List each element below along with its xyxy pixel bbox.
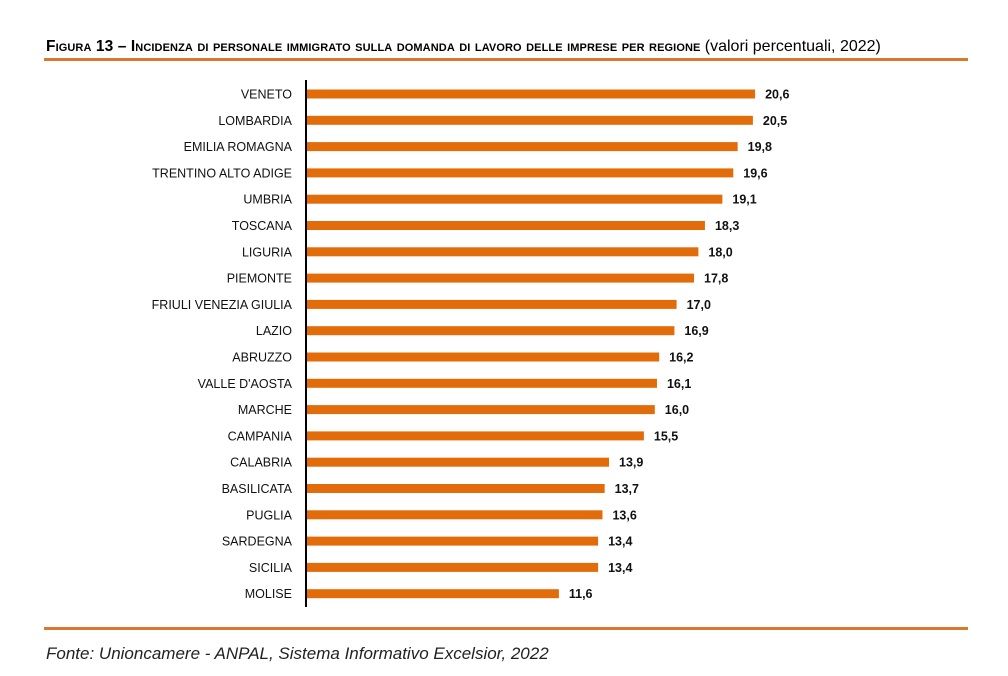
value-label: 17,8 xyxy=(704,272,728,286)
category-label: LOMBARDIA xyxy=(218,114,292,128)
value-label: 19,8 xyxy=(748,140,772,154)
category-label: TOSCANA xyxy=(232,219,293,233)
value-label: 16,9 xyxy=(684,324,708,338)
value-label: 19,1 xyxy=(732,193,756,207)
figure-title-main: Figura 13 – Incidenza di personale immig… xyxy=(46,38,701,55)
category-label: SICILIA xyxy=(249,561,293,575)
bar-basilicata xyxy=(306,484,605,493)
bar-sardegna xyxy=(306,536,599,546)
bar-piemonte xyxy=(306,273,695,283)
figure-title: Figura 13 – Incidenza di personale immig… xyxy=(46,38,881,56)
value-label: 17,0 xyxy=(687,298,711,312)
bar-campania xyxy=(306,431,644,441)
bar-marche xyxy=(306,405,655,415)
value-label: 13,4 xyxy=(608,535,632,549)
bar-emilia-romagna xyxy=(306,142,738,152)
bar-valle-d-aosta xyxy=(306,378,657,388)
figure-title-sub: (valori percentuali, 2022) xyxy=(704,38,881,55)
category-label: UMBRIA xyxy=(243,193,292,207)
category-label: FRIULI VENEZIA GIULIA xyxy=(152,298,293,312)
bar-calabria xyxy=(306,457,610,467)
category-label: TRENTINO ALTO ADIGE xyxy=(152,166,292,180)
value-label: 13,6 xyxy=(612,508,636,522)
value-label: 19,6 xyxy=(743,166,767,180)
value-label: 13,4 xyxy=(608,561,632,575)
value-label: 13,7 xyxy=(615,482,639,496)
bar-abruzzo xyxy=(306,352,660,362)
category-label: VALLE D'AOSTA xyxy=(198,377,293,391)
bar-trentino-alto-adige xyxy=(306,168,734,178)
category-label: CAMPANIA xyxy=(228,429,293,443)
bar-toscana xyxy=(306,221,705,230)
value-label: 11,6 xyxy=(569,587,593,601)
category-label: LAZIO xyxy=(256,324,292,338)
value-label: 16,2 xyxy=(669,351,693,365)
bar-lombardia xyxy=(306,115,753,125)
value-label: 16,0 xyxy=(665,403,689,417)
source-note: Fonte: Unioncamere - ANPAL, Sistema Info… xyxy=(46,644,549,663)
category-label: VENETO xyxy=(241,88,292,102)
category-labels-group: VENETO LOMBARDIA EMILIA ROMAGNA TRENTINO AL… xyxy=(152,88,293,602)
category-label: PUGLIA xyxy=(246,508,293,522)
category-label: MARCHE xyxy=(238,403,292,417)
bar-veneto xyxy=(306,89,756,99)
value-label: 20,6 xyxy=(765,88,789,102)
category-label: LIGURIA xyxy=(242,245,293,259)
bar-puglia xyxy=(306,510,603,520)
bar-friuli-venezia-giulia xyxy=(306,299,677,309)
category-label: MOLISE xyxy=(245,587,292,601)
bar-liguria xyxy=(306,247,699,257)
value-label: 15,5 xyxy=(654,429,678,443)
bar-umbria xyxy=(306,194,723,204)
category-label: SARDEGNA xyxy=(222,535,293,549)
top-divider xyxy=(44,58,968,61)
category-label: PIEMONTE xyxy=(227,272,292,286)
category-label: EMILIA ROMAGNA xyxy=(184,140,293,154)
value-label: 13,9 xyxy=(619,456,643,470)
category-label: BASILICATA xyxy=(222,482,293,496)
bar-sicilia xyxy=(306,562,599,572)
category-label: ABRUZZO xyxy=(232,351,292,365)
bars-group xyxy=(306,89,756,599)
value-label: 16,1 xyxy=(667,377,691,391)
category-label: CALABRIA xyxy=(230,456,292,470)
value-label: 20,5 xyxy=(763,114,787,128)
value-labels-group: 20,6 20,5 19,8 19,6 19,1 18,3 18,0 17,8 17,0 16,9… xyxy=(569,88,790,602)
bottom-divider xyxy=(44,627,968,630)
bar-lazio xyxy=(306,326,675,336)
value-label: 18,3 xyxy=(715,219,739,233)
value-label: 18,0 xyxy=(708,245,732,259)
bar-molise xyxy=(306,589,559,599)
